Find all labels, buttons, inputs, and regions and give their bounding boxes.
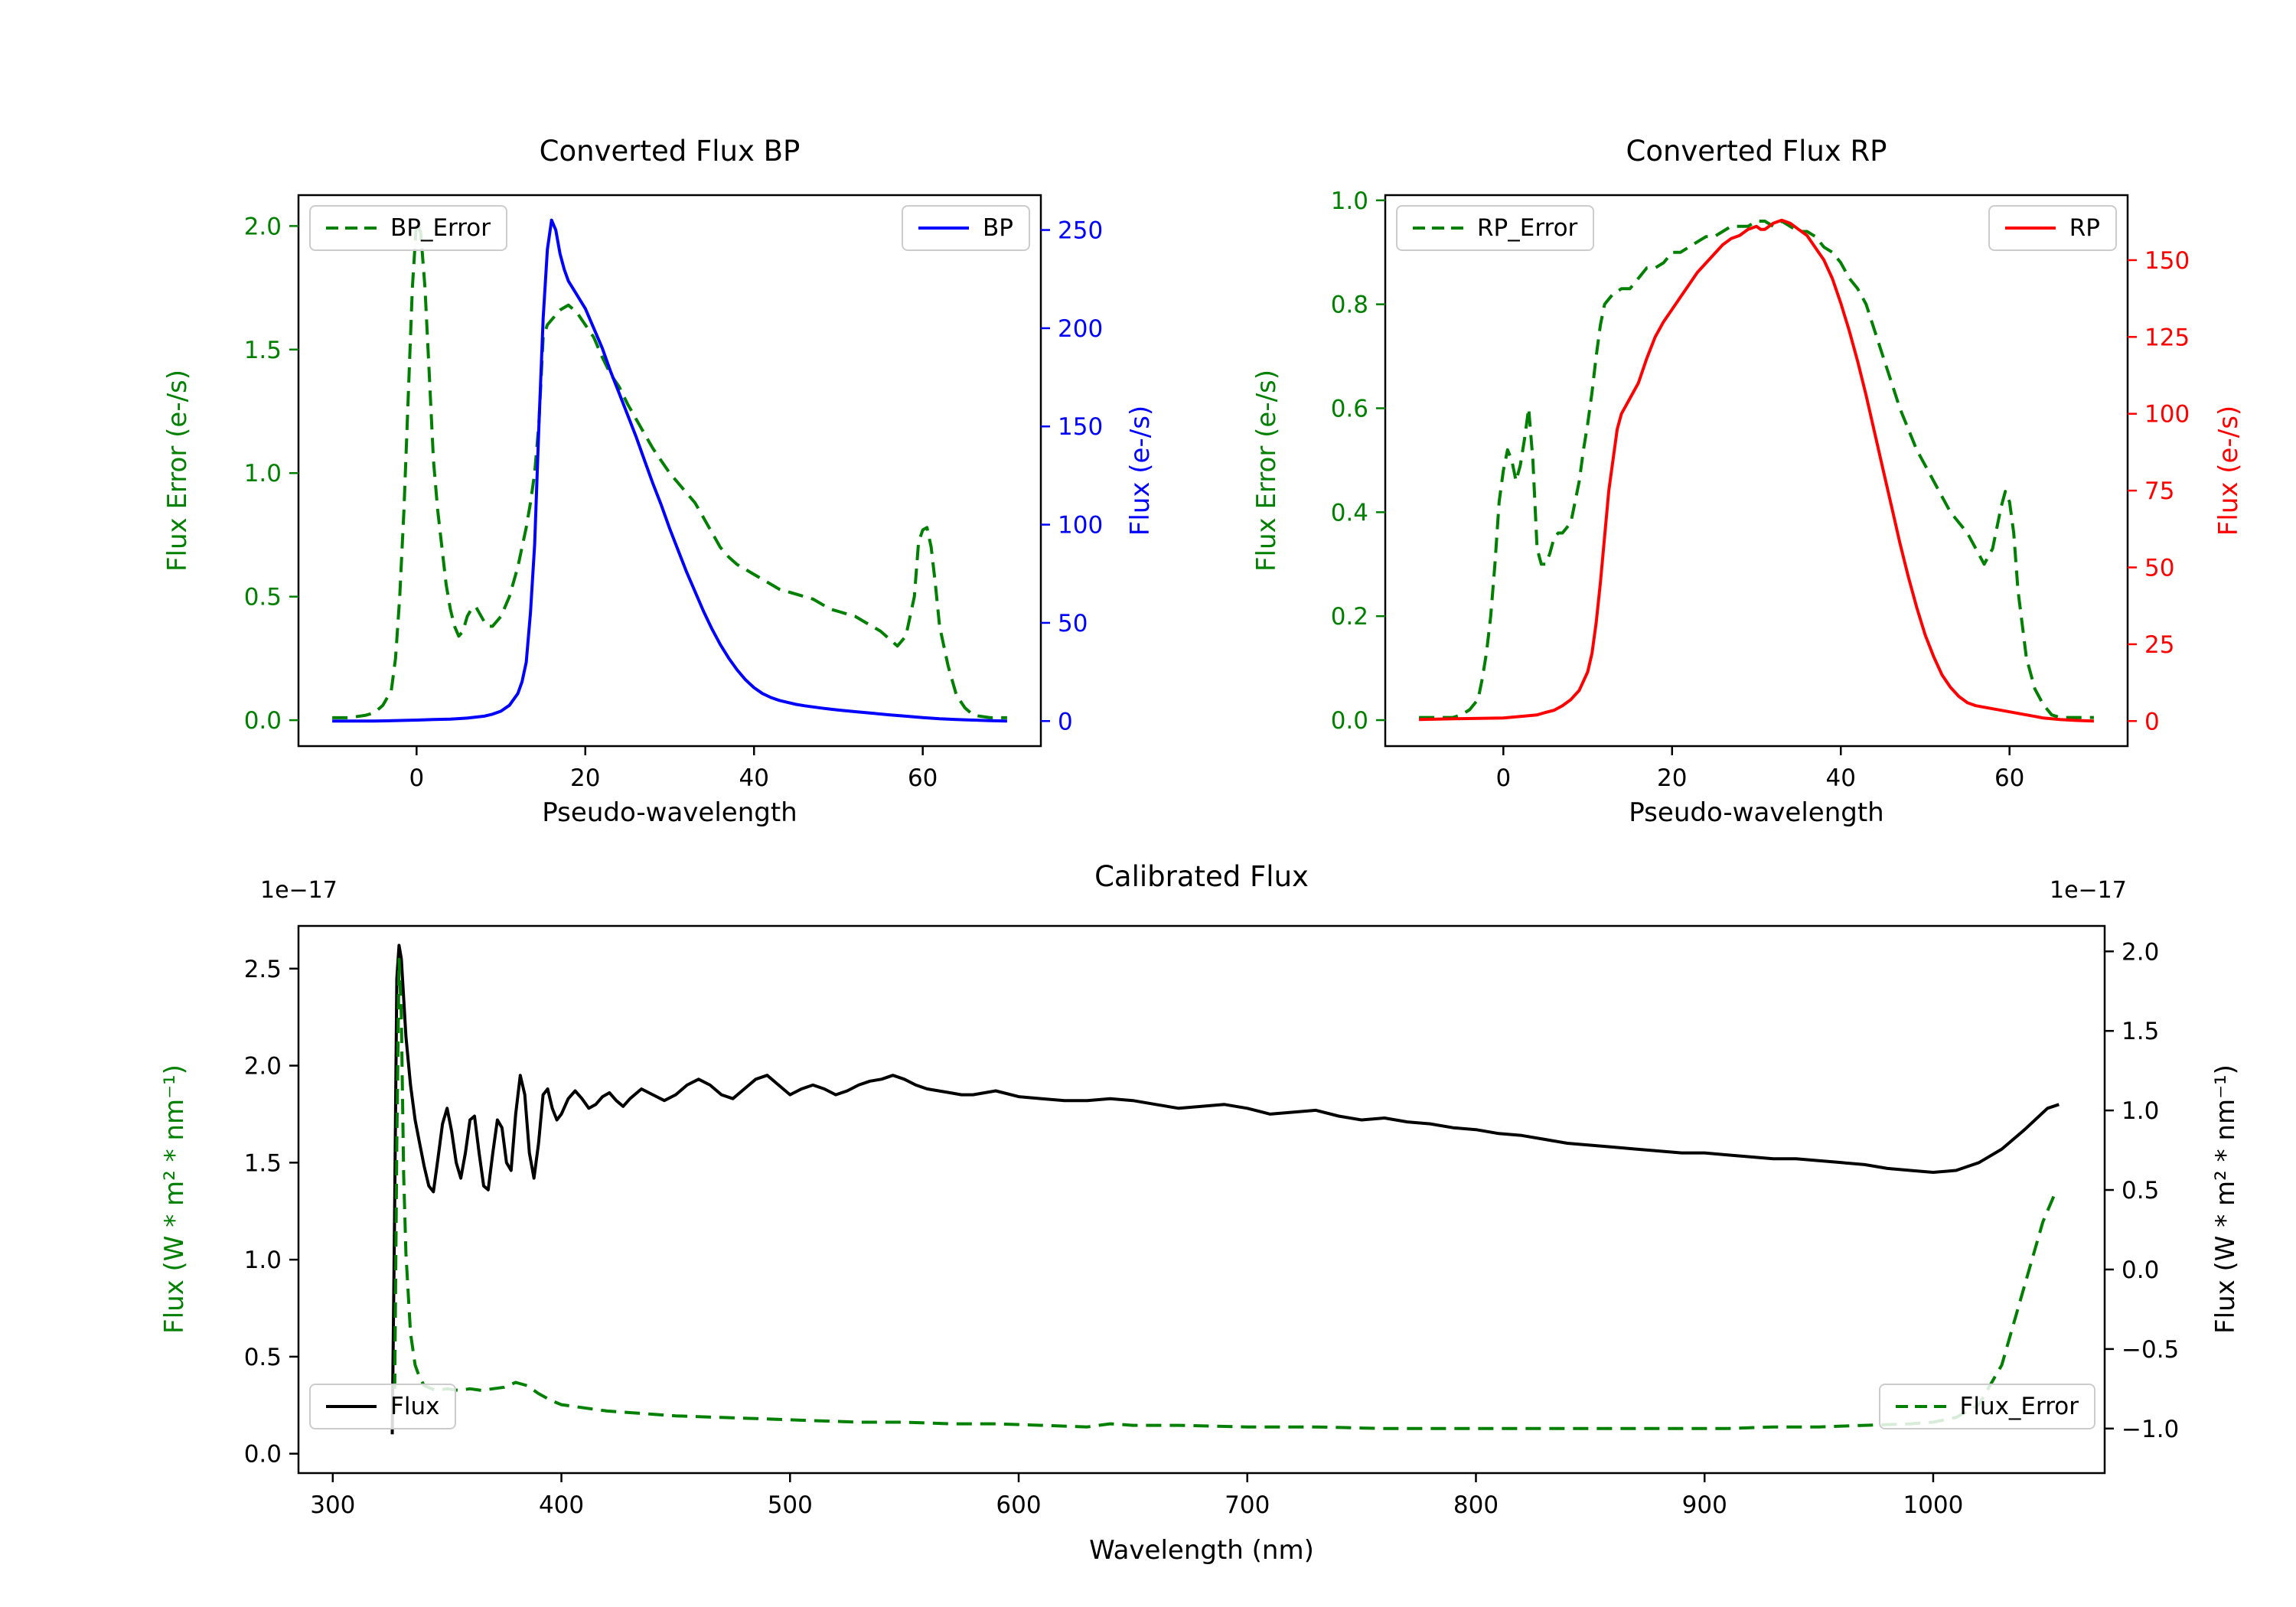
series-Flux [390,944,2060,1435]
calibrated-x-tick-label: 700 [1225,1491,1270,1519]
rp-right-tick-label: 75 [2144,478,2174,505]
legend-label: Flux [390,1393,440,1420]
legend-bp-error: BP_Error [309,205,508,251]
legend-label: RP_Error [1477,214,1578,242]
rp-x-tick-label: 20 [1657,764,1687,792]
rp-right-tick-label: 150 [2144,247,2190,275]
series-BP_Error [332,219,1007,719]
rp-right-tick-label: 0 [2144,708,2160,735]
legend-flux-error: Flux_Error [1878,1384,2095,1429]
rp-x-tick-label: 40 [1826,764,1856,792]
rp-x-tick-label: 0 [1495,764,1511,792]
calibrated-right-tick-label: 1.5 [2122,1018,2159,1045]
legend-line-sample [2004,227,2056,230]
left-axis-offset-text: 1e−17 [260,877,338,904]
chart-rp-xlabel: Pseudo-wavelength [1629,797,1884,828]
rp-right-tick-label: 100 [2144,401,2190,429]
bp-right-tick-label: 150 [1058,413,1103,441]
bp-right-tick-label: 250 [1058,217,1103,245]
chart-calibrated-xlabel: Wavelength (nm) [1089,1535,1314,1566]
bp-axes-frame [297,194,1042,748]
calibrated-x-tick-label: 400 [539,1491,584,1519]
legend-label: Flux_Error [1959,1393,2079,1420]
right-axis-offset-text: 1e−17 [2050,877,2127,904]
bp-x-tick-label: 60 [908,764,938,792]
bp-right-tick-label: 100 [1058,512,1103,539]
rp-left-tick-label: 0.2 [1331,603,1368,631]
series-RP_Error [1419,220,2094,719]
bp-x-tick-label: 40 [739,764,769,792]
series-BP [332,218,1007,723]
calibrated-right-tick-label: 0.5 [2122,1177,2159,1204]
legend-label: RP [2069,214,2100,242]
calibrated-left-tick-label: 1.0 [244,1247,282,1274]
chart-bp-title: Converted Flux BP [539,135,801,168]
chart-rp-title: Converted Flux RP [1626,135,1887,168]
bp-left-tick-label: 0.0 [244,707,282,735]
rp-left-tick-label: 0.8 [1331,292,1368,319]
rp-left-tick-label: 0.0 [1331,707,1368,735]
bp-left-tick-label: 2.0 [244,213,282,240]
legend-line-sample [326,1405,377,1408]
chart-rp-ylabel-right: Flux (e-/s) [2213,405,2244,536]
legend-line-sample [326,227,377,230]
calibrated-left-tick-label: 2.5 [244,956,282,983]
calibrated-right-tick-label: 1.0 [2122,1097,2159,1125]
rp-left-tick-label: 0.4 [1331,499,1368,526]
series-RP [1419,218,2094,723]
calibrated-x-tick-label: 900 [1682,1491,1727,1519]
rp-right-tick-label: 50 [2144,554,2174,582]
legend-rp-error: RP_Error [1396,205,1595,251]
chart-bp-ylabel-left: Flux Error (e-/s) [162,369,193,572]
legend-bp: BP [902,205,1030,251]
rp-left-tick-label: 0.6 [1331,395,1368,422]
calibrated-axes-frame [297,924,2106,1475]
rp-x-tick-label: 60 [1994,764,2024,792]
calibrated-right-tick-label: 2.0 [2122,938,2159,966]
legend-line-sample [918,227,970,230]
rp-right-tick-label: 125 [2144,324,2190,351]
chart-bp-ylabel-right: Flux (e-/s) [1125,405,1156,536]
calibrated-right-tick-label: 0.0 [2122,1257,2159,1284]
legend-label: BP [983,214,1013,242]
legend-label: BP_Error [390,214,491,242]
chart-calibrated-ylabel-left: Flux (W * m² * nm⁻¹) [159,1064,190,1334]
bp-right-tick-label: 0 [1058,708,1073,735]
rp-right-tick-label: 25 [2144,631,2174,659]
calibrated-x-tick-label: 800 [1453,1491,1499,1519]
chart-calibrated-ylabel-right: Flux (W * m² * nm⁻¹) [2210,1064,2241,1334]
bp-x-tick-label: 20 [570,764,600,792]
legend-line-sample [1895,1405,1946,1408]
calibrated-left-tick-label: 1.5 [244,1149,282,1177]
calibrated-x-tick-label: 500 [768,1491,813,1519]
calibrated-left-tick-label: 2.0 [244,1053,282,1081]
calibrated-right-tick-label: −1.0 [2122,1416,2179,1443]
series-Flux_Error [393,957,2056,1430]
rp-axes-frame [1384,194,2129,748]
bp-right-tick-label: 50 [1058,610,1088,637]
calibrated-x-tick-label: 300 [310,1491,355,1519]
legend-flux: Flux [309,1384,457,1429]
calibrated-x-tick-label: 1000 [1903,1491,1963,1519]
calibrated-left-tick-label: 0.5 [244,1344,282,1371]
bp-left-tick-label: 1.0 [244,460,282,487]
chart-bp-xlabel: Pseudo-wavelength [542,797,797,828]
bp-right-tick-label: 200 [1058,315,1103,343]
bp-x-tick-label: 0 [409,764,424,792]
bp-left-tick-label: 0.5 [244,584,282,611]
calibrated-right-tick-label: −0.5 [2122,1336,2179,1364]
legend-rp: RP [1988,205,2117,251]
legend-line-sample [1413,227,1463,230]
chart-rp-ylabel-left: Flux Error (e-/s) [1251,369,1282,572]
bp-left-tick-label: 1.5 [244,337,282,364]
chart-calibrated-title: Calibrated Flux [1094,860,1309,893]
rp-left-tick-label: 1.0 [1331,187,1368,215]
calibrated-x-tick-label: 600 [996,1491,1041,1519]
calibrated-left-tick-label: 0.0 [244,1441,282,1468]
